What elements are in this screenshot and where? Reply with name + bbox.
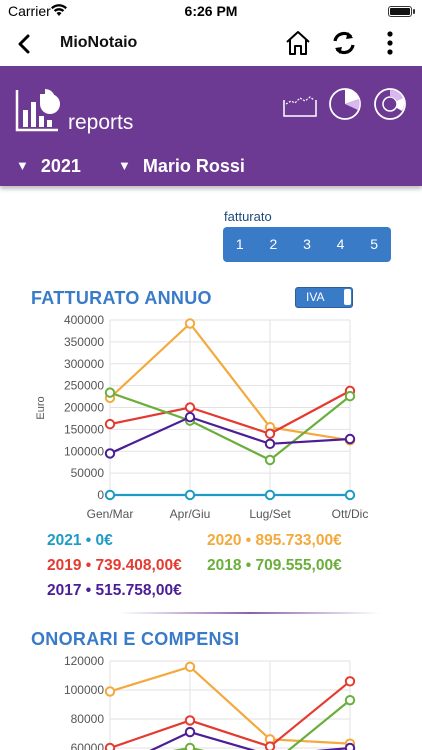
data-point-2017[interactable] — [344, 742, 356, 750]
segment-item-2[interactable]: 2 — [269, 236, 278, 252]
y-tick-label: 80000 — [71, 712, 105, 726]
data-point-2018[interactable] — [344, 390, 356, 402]
data-point-2021[interactable] — [344, 489, 356, 501]
x-tick-label: Apr/Giu — [170, 507, 211, 521]
iva-toggle-label: IVA — [306, 290, 325, 304]
sync-icon[interactable] — [329, 28, 359, 58]
client-value: Mario Rossi — [142, 156, 245, 176]
x-tick-label: Lug/Set — [249, 507, 291, 521]
data-point-2019[interactable] — [184, 402, 196, 413]
report-page-segment: 1 2 3 4 5 — [223, 227, 391, 262]
battery-icon — [388, 6, 415, 17]
y-tick-label: 100000 — [64, 683, 104, 697]
y-tick-label: 120000 — [64, 654, 104, 668]
segment-item-1[interactable]: 1 — [235, 236, 244, 252]
y-tick-label: 50000 — [71, 466, 105, 480]
legend-item-2018: 2018 • 709.555,00€ — [207, 557, 342, 574]
client-selector[interactable]: ▼ Mario Rossi — [118, 156, 245, 177]
section-label: reports — [68, 111, 134, 134]
data-point-2018[interactable] — [264, 454, 276, 466]
series-line-2019 — [109, 389, 351, 435]
data-point-2021[interactable] — [264, 489, 276, 501]
line-chart-icon[interactable] — [282, 86, 318, 122]
x-tick-label: Ott/Dic — [332, 507, 369, 521]
donut-chart-icon[interactable] — [372, 86, 408, 122]
data-point-2018[interactable] — [184, 742, 196, 750]
year-selector[interactable]: ▼ 2021 — [16, 156, 81, 177]
wifi-icon — [51, 4, 67, 16]
y-tick-label: 300000 — [64, 357, 104, 371]
toggle-knob — [344, 289, 351, 305]
year-value: 2021 — [40, 156, 81, 176]
data-point-2021[interactable] — [184, 489, 196, 501]
reports-header: reports ▼ 2021 ▼ Mario Rossi — [0, 66, 422, 186]
back-chevron-icon[interactable] — [12, 31, 38, 57]
y-tick-label: 150000 — [64, 422, 104, 436]
segment-item-3[interactable]: 3 — [303, 236, 311, 252]
clock: 6:26 PM — [184, 3, 238, 19]
data-point-2017[interactable] — [264, 438, 276, 450]
y-axis-title: Euro — [35, 396, 47, 419]
data-point-2018[interactable] — [104, 387, 116, 398]
more-options-icon[interactable] — [380, 28, 400, 58]
y-tick-label: 350000 — [64, 335, 104, 349]
data-point-2017[interactable] — [184, 411, 196, 423]
legend-item-2019: 2019 • 739.408,00€ — [47, 557, 182, 574]
series-line-2020 — [109, 665, 351, 745]
section-divider — [120, 612, 380, 614]
data-point-2018[interactable] — [344, 694, 356, 706]
fatturato-title: FATTURATO ANNUO — [31, 288, 212, 308]
series-line-2018 — [172, 699, 351, 750]
data-point-2017[interactable] — [344, 433, 356, 445]
y-tick-label: 250000 — [64, 379, 104, 393]
caret-down-icon: ▼ — [16, 158, 29, 173]
iva-toggle[interactable]: IVA — [295, 287, 353, 308]
nav-bar: MioNotaio — [0, 24, 422, 66]
home-icon[interactable] — [283, 28, 313, 58]
legend-item-2021: 2021 • 0€ — [47, 532, 113, 549]
series-line-2017 — [109, 415, 351, 455]
series-line-2017 — [149, 730, 351, 750]
y-tick-label: 0 — [97, 488, 104, 502]
data-point-2020[interactable] — [104, 686, 116, 697]
legend-item-2017: 2017 • 515.758,00€ — [47, 582, 182, 599]
data-point-2021[interactable] — [104, 489, 116, 501]
data-point-2017[interactable] — [104, 448, 116, 459]
segment-label: fatturato — [224, 209, 272, 224]
reports-chart-icon — [15, 89, 60, 132]
series-line-2019 — [109, 680, 351, 750]
onorari-chart: 60000 80000 100000 120000 — [64, 654, 356, 750]
data-point-2020[interactable] — [184, 661, 196, 672]
series-line-2018 — [109, 391, 351, 462]
status-bar: Carrier 6:26 PM — [0, 0, 422, 24]
data-point-2017[interactable] — [184, 726, 196, 738]
y-tick-label: 400000 — [64, 313, 104, 327]
fatturato-chart: 0 50000 100000 150000 200000 250000 300000 3500… — [35, 313, 369, 521]
legend-item-2020: 2020 • 895.733,00€ — [207, 532, 342, 549]
segment-item-4[interactable]: 4 — [336, 236, 345, 252]
data-point-2019[interactable] — [104, 742, 116, 750]
y-tick-label: 200000 — [64, 401, 104, 415]
y-tick-label: 100000 — [64, 444, 104, 458]
data-point-2019[interactable] — [264, 428, 276, 439]
app-title: MioNotaio — [60, 34, 138, 51]
data-point-2019[interactable] — [264, 741, 276, 750]
pie-chart-icon[interactable] — [327, 86, 363, 122]
y-tick-label: 60000 — [71, 741, 105, 750]
series-line-2020 — [109, 321, 351, 442]
onorari-title: ONORARI E COMPENSI — [31, 629, 240, 649]
data-point-2019[interactable] — [344, 676, 356, 687]
data-point-2019[interactable] — [184, 715, 196, 726]
segment-item-5[interactable]: 5 — [370, 236, 379, 252]
data-point-2019[interactable] — [104, 418, 116, 430]
data-point-2020[interactable] — [184, 318, 196, 329]
x-tick-label: Gen/Mar — [87, 507, 134, 521]
carrier-label: Carrier — [8, 3, 51, 19]
caret-down-icon: ▼ — [118, 158, 131, 173]
